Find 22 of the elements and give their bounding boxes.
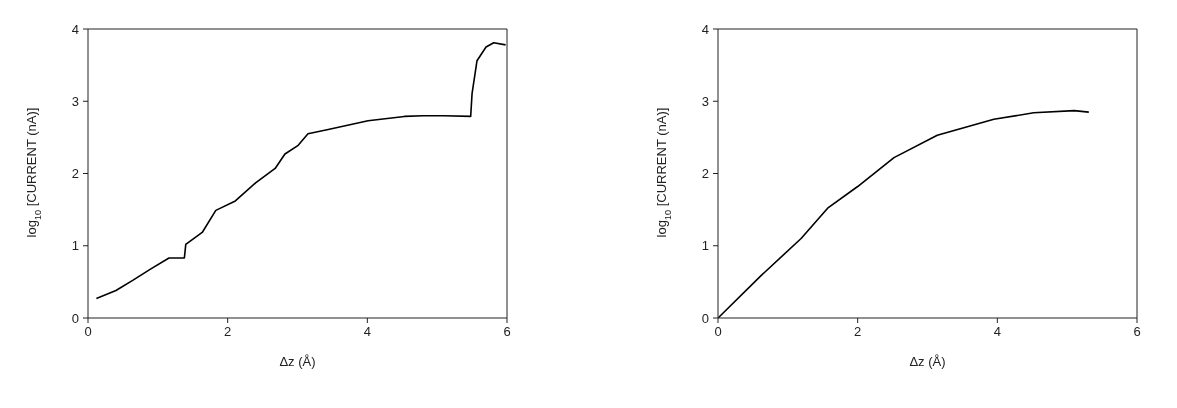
- y-tick-label: 3: [71, 93, 79, 109]
- y-tick-label: 2: [71, 166, 79, 182]
- y-tick-label: 0: [71, 310, 79, 326]
- x-tick-label: 2: [224, 324, 232, 340]
- y-tick-label: 1: [701, 238, 709, 254]
- x-tick-label: 6: [1133, 324, 1141, 340]
- line-series: [718, 109, 1090, 318]
- x-tick-label: 6: [503, 324, 511, 340]
- y-tick-label: 2: [701, 166, 709, 182]
- x-tick-label: 4: [363, 324, 371, 340]
- x-tick-label: 0: [714, 324, 722, 340]
- line-series: [95, 41, 507, 300]
- y-tick-label: 4: [701, 21, 709, 37]
- x-tick-label: 4: [993, 324, 1001, 340]
- x-axis-title: Δz (Å): [909, 354, 946, 369]
- x-tick-label: 0: [84, 324, 92, 340]
- x-axis-title: Δz (Å): [279, 354, 316, 369]
- y-tick-label: 1: [71, 238, 79, 254]
- y-tick-label: 3: [701, 93, 709, 109]
- x-tick-label: 2: [854, 324, 862, 340]
- y-tick-label: 0: [701, 310, 709, 326]
- y-tick-label: 4: [71, 21, 79, 37]
